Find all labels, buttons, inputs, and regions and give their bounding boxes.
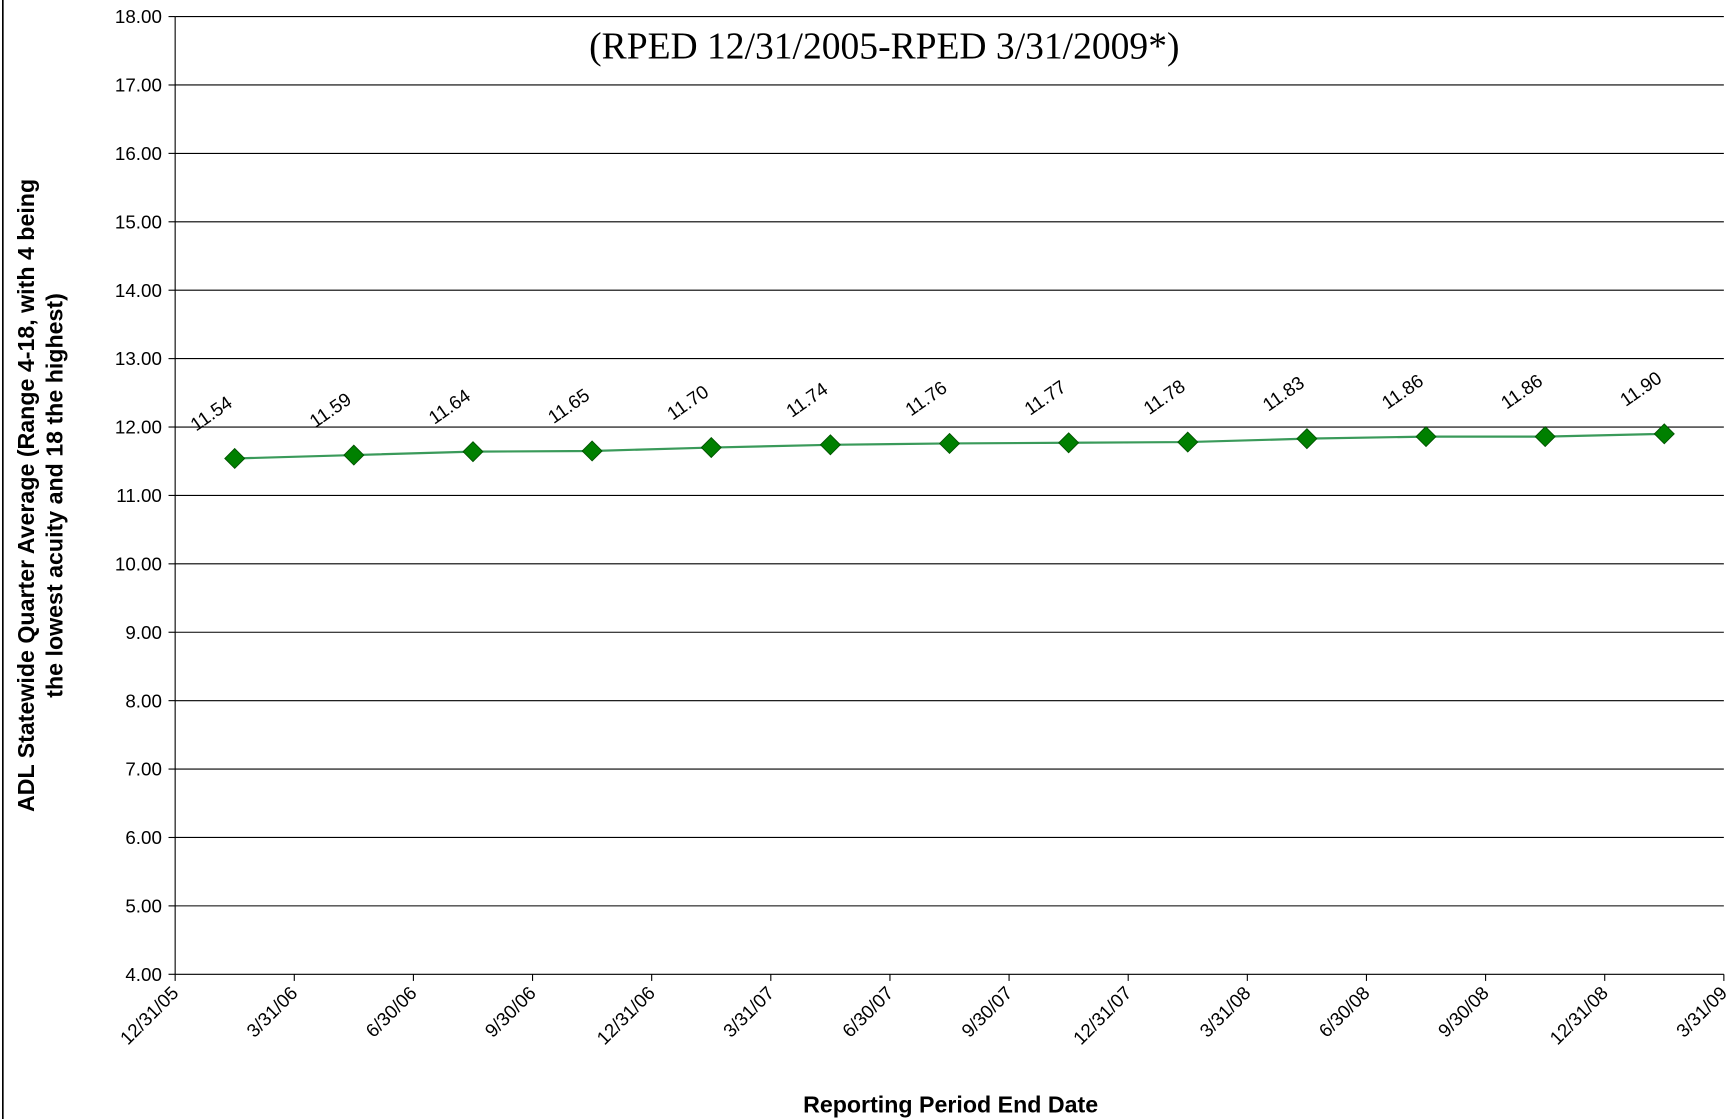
x-tick-label: 3/31/09 [1672, 982, 1730, 1041]
data-point [343, 444, 365, 466]
y-tick-label: 15.00 [115, 211, 162, 232]
x-tick-label: 3/31/06 [242, 982, 301, 1041]
x-tick-label: 3/31/08 [1195, 982, 1254, 1041]
x-tick-label: 12/31/05 [116, 982, 183, 1049]
data-point [700, 436, 722, 459]
y-tick-label: 14.00 [115, 280, 162, 301]
y-tick-label: 9.00 [125, 622, 162, 643]
y-tick-label: 11.00 [116, 485, 162, 506]
x-tick-label: 9/30/08 [1434, 982, 1493, 1041]
x-tick-label: 6/30/08 [1315, 982, 1374, 1041]
data-point [224, 447, 246, 470]
y-tick-label: 7.00 [125, 759, 162, 780]
x-axis-title: Reporting Period End Date [803, 1091, 1098, 1117]
x-tick-label: 6/30/06 [362, 982, 421, 1041]
y-tick-label: 13.00 [115, 348, 162, 369]
data-point [1177, 431, 1199, 453]
y-tick-label: 5.00 [125, 896, 162, 917]
data-label: 11.59 [306, 388, 355, 431]
y-tick-label: 16.00 [115, 143, 162, 164]
data-point [462, 441, 484, 463]
data-point [1415, 426, 1437, 448]
data-label: 11.76 [901, 377, 950, 420]
data-label: 11.65 [544, 384, 593, 427]
x-tick-label: 12/31/06 [592, 982, 659, 1049]
y-tick-label: 8.00 [125, 690, 162, 711]
data-label: 11.64 [425, 385, 474, 428]
data-point [1534, 426, 1556, 448]
y-tick-label: 18.00 [115, 6, 162, 27]
x-tick-label: 9/30/06 [481, 982, 540, 1041]
data-label: 11.70 [663, 381, 712, 424]
data-label: 11.86 [1497, 370, 1546, 413]
data-point [1653, 423, 1675, 445]
data-point [1058, 432, 1080, 454]
y-tick-label: 12.00 [115, 417, 162, 438]
x-tick-label: 3/31/07 [719, 982, 778, 1041]
chart-subtitle: (RPED 12/31/2005-RPED 3/31/2009*) [589, 27, 1179, 68]
y-tick-label: 4.00 [125, 964, 162, 985]
data-label: 11.54 [186, 392, 235, 435]
data-label: 11.74 [782, 378, 831, 421]
y-axis-title: ADL Statewide Quarter Average (Range 4-1… [13, 179, 68, 812]
data-label: 11.86 [1378, 370, 1427, 413]
x-tick-label: 12/31/07 [1069, 982, 1136, 1049]
y-tick-label: 17.00 [115, 75, 162, 96]
x-tick-label: 12/31/08 [1545, 982, 1612, 1049]
data-label: 11.77 [1020, 376, 1069, 419]
data-point [819, 434, 841, 456]
y-tick-label: 10.00 [115, 553, 162, 574]
y-tick-label: 6.00 [125, 827, 162, 848]
data-point [1296, 428, 1318, 450]
data-point [938, 432, 961, 455]
data-label: 11.90 [1616, 367, 1665, 410]
data-point [581, 440, 603, 462]
x-tick-label: 6/30/07 [838, 982, 897, 1041]
x-tick-label: 9/30/07 [957, 982, 1016, 1041]
data-label: 11.83 [1259, 372, 1308, 415]
data-label: 11.78 [1139, 375, 1188, 418]
